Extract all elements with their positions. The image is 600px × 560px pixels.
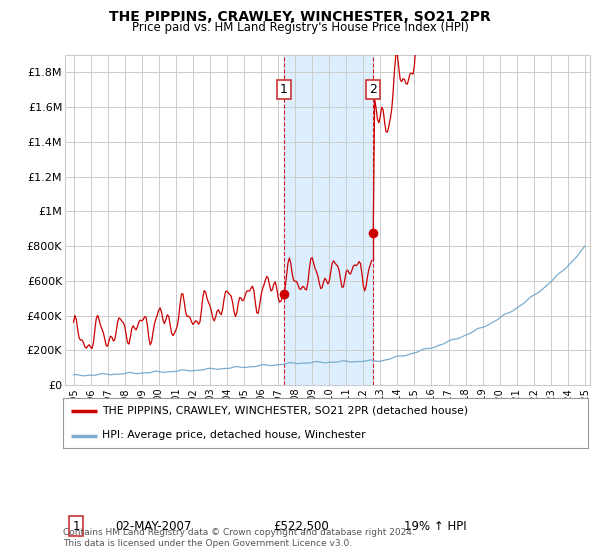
Text: 19% ↑ HPI: 19% ↑ HPI	[404, 520, 467, 533]
Text: HPI: Average price, detached house, Winchester: HPI: Average price, detached house, Winc…	[103, 431, 366, 441]
Text: 02-MAY-2007: 02-MAY-2007	[115, 520, 192, 533]
Text: THE PIPPINS, CRAWLEY, WINCHESTER, SO21 2PR: THE PIPPINS, CRAWLEY, WINCHESTER, SO21 2…	[109, 10, 491, 24]
Text: 2: 2	[369, 83, 377, 96]
Text: 1: 1	[280, 83, 287, 96]
Text: Price paid vs. HM Land Registry's House Price Index (HPI): Price paid vs. HM Land Registry's House …	[131, 21, 469, 34]
Text: THE PIPPINS, CRAWLEY, WINCHESTER, SO21 2PR (detached house): THE PIPPINS, CRAWLEY, WINCHESTER, SO21 2…	[103, 405, 469, 416]
Bar	[284, 55, 373, 385]
Text: Contains HM Land Registry data © Crown copyright and database right 2024.
This d: Contains HM Land Registry data © Crown c…	[63, 528, 415, 548]
Text: 1: 1	[73, 520, 80, 533]
Text: £522,500: £522,500	[273, 520, 329, 533]
